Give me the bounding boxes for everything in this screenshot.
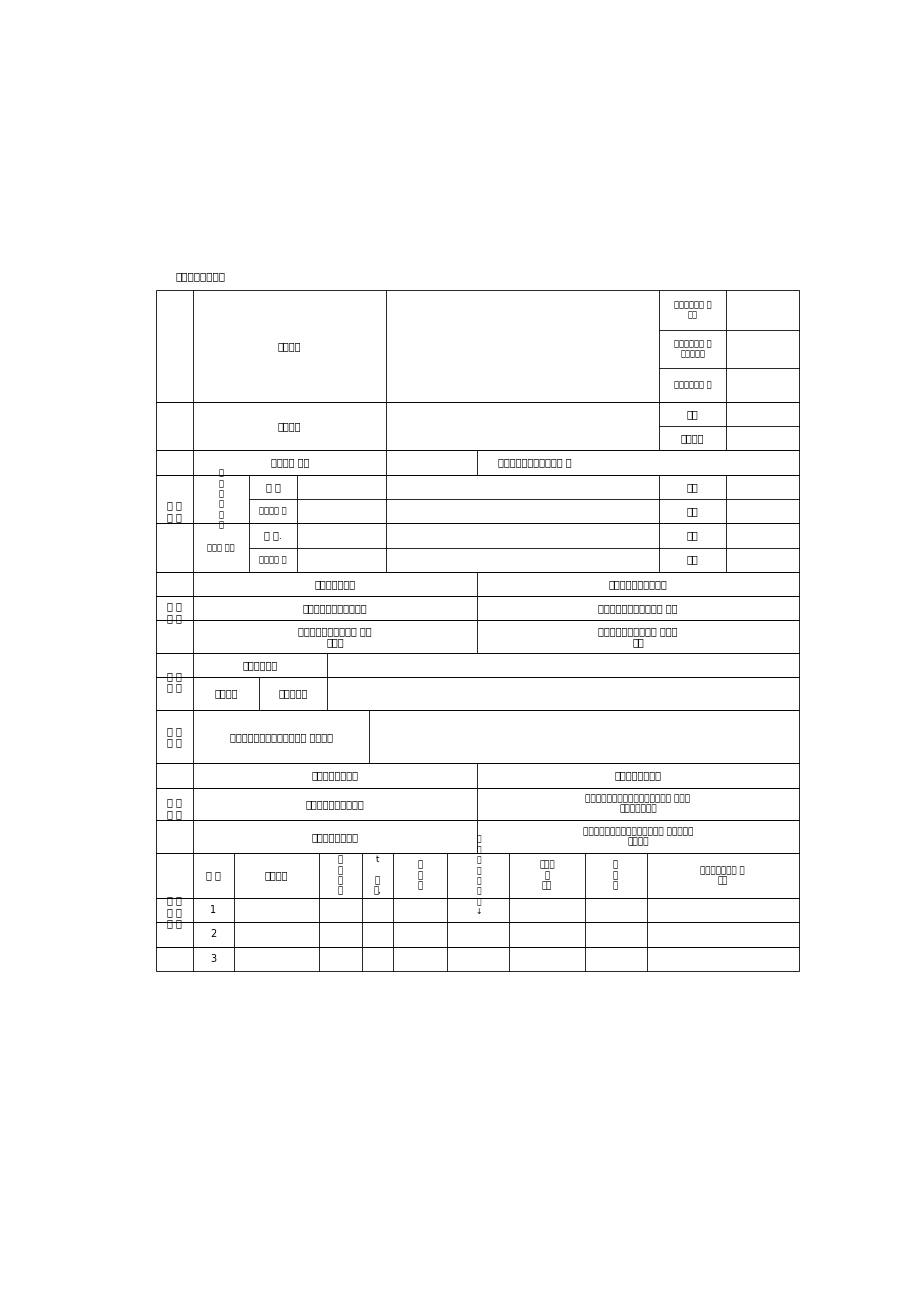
Text: 师 资
队 伍: 师 资 队 伍: [167, 797, 182, 820]
Bar: [156, 474, 798, 524]
Bar: [156, 787, 798, 821]
Text: 建成省级以上实 训
基地: 建成省级以上实 训 基地: [699, 866, 744, 885]
Bar: [156, 524, 798, 572]
Text: 二星级职业学 校: 二星级职业学 校: [674, 380, 710, 390]
Bar: [156, 620, 798, 653]
Text: t

类
女,: t 类 女,: [373, 856, 381, 895]
Text: 专
业
专
在
教
师
委
↓: 专 业 专 在 教 师 委 ↓: [475, 835, 482, 916]
Text: 专业仪
器
设备: 专业仪 器 设备: [539, 861, 554, 890]
Text: 校 园
建 设: 校 园 建 设: [167, 602, 182, 623]
Text: 手机: 手机: [686, 555, 698, 564]
Text: 总建筑面积（平方米）: 总建筑面积（平方米）: [607, 579, 666, 589]
Text: 校舍建筑面积（平方米）: 校舍建筑面积（平方米）: [302, 603, 368, 614]
Bar: [156, 923, 798, 946]
Text: 实验实训场所建筑面积 （平方
米）: 实验实训场所建筑面积 （平方 米）: [597, 625, 677, 648]
Text: 年
招
生
数: 年 招 生 数: [337, 856, 343, 895]
Text: 器
价
值: 器 价 值: [612, 861, 618, 890]
Text: 支 持
资 金: 支 持 资 金: [167, 726, 182, 748]
Text: 学校网址: 学校网址: [680, 434, 704, 443]
Text: 近二年年均为社会培训人 次: 近二年年均为社会培训人 次: [497, 457, 571, 468]
Bar: [156, 821, 798, 853]
Text: 通信地址: 通信地址: [278, 421, 301, 431]
Text: 省级局水平东 范
学校: 省级局水平东 范 学校: [674, 300, 710, 319]
Bar: [156, 653, 798, 678]
Text: 在校学生 总数: 在校学生 总数: [270, 457, 309, 468]
Bar: [156, 678, 798, 710]
Text: 专任专业教师数（人）: 专任专业教师数（人）: [306, 799, 364, 809]
Text: 近二年获得省级以上资金支持 （方兀）: 近二年获得省级以上资金支持 （方兀）: [230, 732, 333, 741]
Text: 教学行政用房面积（平方 亲）: 教学行政用房面积（平方 亲）: [597, 603, 677, 614]
Text: 专任教师数（人）: 专任教师数（人）: [614, 770, 661, 780]
Text: 实验实训场所占地面积 （平
方米）: 实验实训场所占地面积 （平 方米）: [298, 625, 371, 648]
Text: 手机: 手机: [686, 506, 698, 516]
Bar: [156, 764, 798, 787]
Text: 基 本
信 息: 基 本 信 息: [167, 500, 182, 523]
Text: 规划内建设局 水
平示范学校: 规划内建设局 水 平示范学校: [674, 339, 710, 358]
Text: 2: 2: [210, 929, 216, 939]
Text: 具有高级工、技师、工程师等职称 的兼职教师
数（人）: 具有高级工、技师、工程师等职称 的兼职教师 数（人）: [582, 827, 692, 847]
Text: 仪器设备: 仪器设备: [214, 689, 238, 698]
Text: 人
代
表
信
息
法: 人 代 表 信 息 法: [219, 469, 223, 529]
Bar: [156, 853, 798, 898]
Text: 办公室电 请: 办公室电 请: [259, 507, 287, 516]
Text: 职务: 职务: [686, 482, 698, 491]
Text: 申报学校基本情况: 申报学校基本情况: [176, 271, 225, 280]
Text: 总值（万元）: 总值（万元）: [242, 661, 278, 670]
Bar: [156, 898, 798, 923]
Text: 教职工总数（人）: 教职工总数（人）: [312, 770, 358, 780]
Text: 姓 名.: 姓 名.: [264, 530, 282, 541]
Text: 主 干
专 业
情 况: 主 干 专 业 情 况: [167, 895, 182, 929]
Text: 办公至电 话: 办公至电 话: [259, 555, 287, 564]
Text: 专业名称: 专业名称: [264, 870, 288, 881]
Text: 具有高级工、技师、工程师等职称的 专业专
任教师数（人）: 具有高级工、技师、工程师等职称的 专业专 任教师数（人）: [584, 795, 689, 813]
Text: 学校名称: 学校名称: [278, 341, 301, 351]
Text: 姓 名: 姓 名: [266, 482, 280, 491]
Text: 3: 3: [210, 954, 216, 964]
Text: 职务: 职务: [686, 530, 698, 541]
Bar: [156, 451, 798, 474]
Text: 生均（元）: 生均（元）: [278, 689, 307, 698]
Text: 就
业
率: 就 业 率: [417, 861, 423, 890]
Bar: [156, 946, 798, 971]
Text: 联系人 信息: 联系人 信息: [207, 543, 234, 552]
Bar: [156, 572, 798, 595]
Text: 1: 1: [210, 906, 216, 915]
Text: 仪 器
设 备: 仪 器 设 备: [167, 671, 182, 692]
Text: 兼职教师数（人）: 兼职教师数（人）: [312, 831, 358, 842]
Bar: [156, 403, 798, 451]
Text: 占地面积（亩）: 占地面积（亩）: [314, 579, 356, 589]
Bar: [156, 595, 798, 620]
Bar: [156, 710, 798, 764]
Text: 邮编: 邮编: [686, 409, 698, 420]
Bar: [156, 289, 798, 403]
Text: 序 号: 序 号: [206, 870, 221, 881]
